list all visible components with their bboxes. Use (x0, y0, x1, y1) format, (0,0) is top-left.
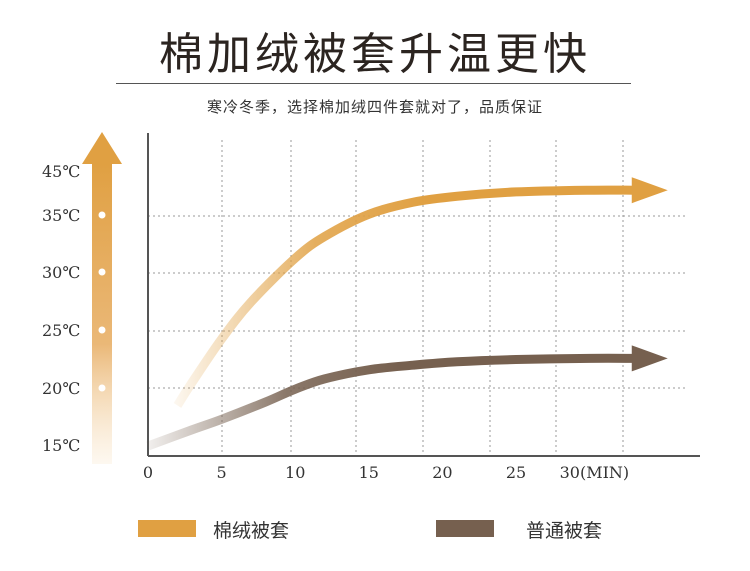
page-title: 棉加绒被套升温更快 (159, 29, 591, 80)
x-tick-label: 5 (217, 463, 227, 482)
series-arrowhead-cotton (631, 177, 668, 204)
y-tick-label: 25℃ (42, 321, 80, 340)
thermometer-arrow-icon (82, 132, 122, 464)
series-line-normal (146, 353, 634, 451)
title-divider (116, 83, 631, 84)
x-tick-label: 25 (506, 463, 526, 482)
x-tick-label: 20 (432, 463, 452, 482)
y-tick-label: 30℃ (42, 263, 80, 282)
legend-label-cotton: 棉绒被套 (213, 520, 290, 542)
x-tick-label: 10 (285, 463, 305, 482)
legend-label-normal: 普通被套 (526, 520, 603, 542)
page-subtitle: 寒冷冬季，选择棉加绒四件套就对了，品质保证 (206, 98, 543, 116)
x-tick-label: 15 (359, 463, 379, 482)
y-tick-label: 20℃ (42, 379, 80, 398)
series-arrowhead-normal (631, 345, 668, 372)
chart-axes (147, 133, 700, 457)
y-tick-label: 15℃ (42, 436, 80, 455)
legend-swatch-normal (436, 520, 494, 537)
legend-swatch-cotton (138, 520, 196, 537)
series-line-cotton (173, 185, 634, 408)
x-tick-label: 0 (143, 463, 153, 482)
y-tick-label: 45℃ (42, 162, 80, 181)
y-tick-label: 35℃ (42, 206, 80, 225)
x-tick-label: 30(MIN) (560, 463, 630, 482)
